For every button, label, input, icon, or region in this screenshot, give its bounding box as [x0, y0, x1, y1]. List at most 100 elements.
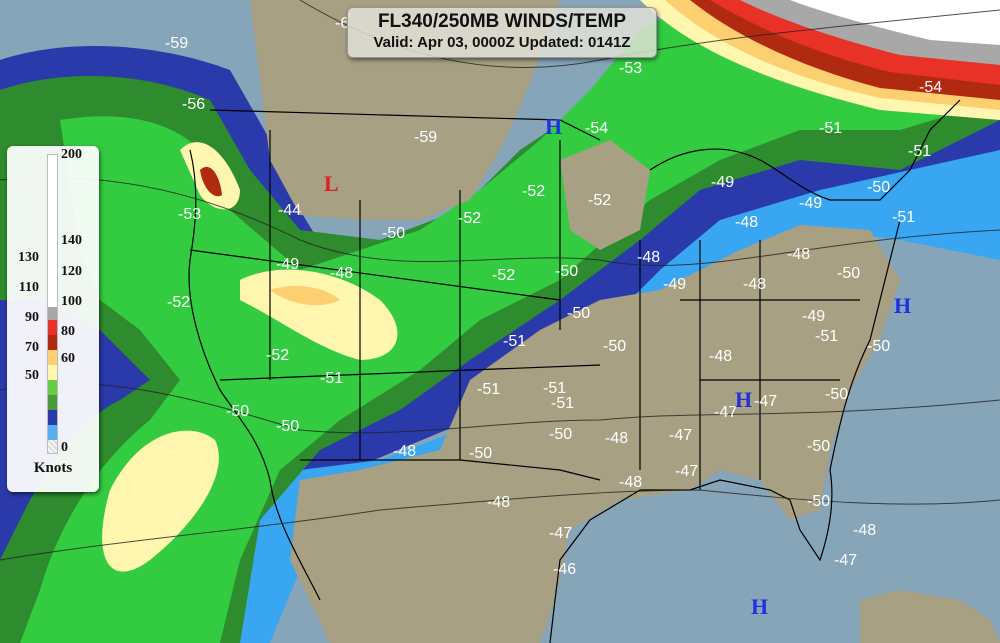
temperature-label: -52: [266, 347, 289, 364]
temperature-label: -48: [743, 276, 766, 293]
boundaries: [188, 99, 961, 643]
legend-tick: 0: [61, 440, 68, 455]
temperature-label: -47: [834, 552, 857, 569]
legend-seg-130: [48, 307, 57, 320]
temperature-label: -48: [853, 522, 876, 539]
legend-tick: 60: [61, 351, 75, 366]
wind-band-80kt: [20, 0, 1000, 643]
temperature-label: -49: [802, 308, 825, 325]
temperature-label: -50: [867, 179, 890, 196]
pressure-centers: L H H H H: [324, 114, 911, 619]
temperature-label: -48: [393, 443, 416, 460]
temperature-label: -50: [555, 263, 578, 280]
legend-color-bar: [47, 154, 58, 454]
legend-tick: 90: [25, 310, 39, 325]
temperature-labels: -6-59-56-53-52-52-50-50-51-49-48-44-59-5…: [165, 15, 942, 578]
wind-speed-legend: 200 140 120 100 80 60 0 130 110 90 70 50…: [7, 146, 99, 492]
temperature-label: -49: [663, 276, 686, 293]
temperature-label: -47: [549, 525, 572, 542]
temperature-label: -50: [567, 305, 590, 322]
high-pressure-center: H: [894, 293, 911, 318]
low-pressure-center: L: [324, 171, 339, 196]
temperature-label: -50: [226, 403, 249, 420]
temperature-label: -47: [714, 404, 737, 421]
temperature-label: -47: [669, 427, 692, 444]
legend-seg-140-200: [48, 155, 57, 307]
temperature-label: -46: [553, 561, 576, 578]
temperature-label: -47: [675, 463, 698, 480]
temperature-label: -51: [908, 143, 931, 160]
temperature-label: -53: [178, 206, 201, 223]
legend-tick: 50: [25, 368, 39, 383]
wind-band-90kt: [102, 430, 219, 572]
land-cuba: [860, 590, 1000, 643]
legend-seg-120: [48, 320, 57, 335]
temperature-label: -50: [603, 338, 626, 355]
legend-tick: 80: [61, 324, 75, 339]
temperature-label: -6: [335, 15, 349, 32]
temperature-label: -53: [619, 60, 642, 77]
temperature-label: -54: [585, 120, 608, 137]
temperature-label: -51: [551, 395, 574, 412]
temperature-label: -49: [711, 174, 734, 191]
high-pressure-center: H: [751, 594, 768, 619]
temperature-label: -52: [492, 267, 515, 284]
high-pressure-center: H: [545, 114, 562, 139]
wind-band-100kt: [270, 285, 340, 306]
temperature-label: -48: [709, 348, 732, 365]
legend-seg-70: [48, 395, 57, 410]
legend-seg-60: [48, 410, 57, 425]
temperature-label: -49: [799, 195, 822, 212]
wind-band-nw-red: [200, 166, 222, 197]
temperature-label: -50: [469, 445, 492, 462]
legend-unit: Knots: [33, 460, 73, 476]
temperature-label: -51: [477, 381, 500, 398]
legend-tick: 100: [61, 294, 82, 309]
temperature-label: -44: [278, 202, 301, 219]
legend-seg-90: [48, 365, 57, 380]
temperature-label: -51: [503, 333, 526, 350]
legend-seg-50: [48, 425, 57, 440]
temperature-label: -54: [919, 79, 942, 96]
temperature-label: -50: [867, 338, 890, 355]
wind-band-ne-white: [790, 0, 1000, 45]
temperature-label: -51: [892, 209, 915, 226]
map-title-box: FL340/250MB WINDS/TEMP Valid: Apr 03, 00…: [347, 7, 657, 58]
valid-time: Valid: Apr 03, 0000Z Updated: 0141Z: [373, 34, 631, 51]
legend-seg-110: [48, 335, 57, 350]
temperature-label: -50: [807, 438, 830, 455]
high-pressure-center: H: [735, 387, 752, 412]
temperature-label: -56: [182, 96, 205, 113]
temperature-label: -49: [276, 256, 299, 273]
temperature-label: -52: [588, 192, 611, 209]
temperature-label: -48: [605, 430, 628, 447]
temperature-label: -51: [815, 328, 838, 345]
legend-tick: 70: [25, 340, 39, 355]
legend-tick: 110: [18, 280, 39, 295]
legend-seg-100: [48, 350, 57, 365]
temperature-label: -50: [276, 418, 299, 435]
temperature-label: -51: [543, 380, 566, 397]
temperature-label: -50: [825, 386, 848, 403]
temperature-label: -48: [330, 265, 353, 282]
temperature-label: -48: [787, 246, 810, 263]
map-title: FL340/250MB WINDS/TEMP: [377, 11, 627, 32]
legend-tick: 140: [61, 233, 82, 248]
temperature-label: -52: [167, 294, 190, 311]
temperature-label: -48: [487, 494, 510, 511]
land-great-lakes: [560, 140, 650, 250]
legend-tick: 130: [18, 250, 39, 265]
legend-seg-80: [48, 380, 57, 395]
legend-seg-0: [48, 440, 57, 453]
legend-tick: 120: [61, 264, 82, 279]
temperature-label: -52: [522, 183, 545, 200]
temperature-label: -51: [320, 370, 343, 387]
temperature-label: -59: [414, 129, 437, 146]
temperature-label: -48: [735, 214, 758, 231]
temperature-label: -48: [637, 249, 660, 266]
temperature-label: -50: [807, 493, 830, 510]
temperature-label: -50: [382, 225, 405, 242]
temperature-label: -51: [819, 120, 842, 137]
temperature-label: -50: [837, 265, 860, 282]
